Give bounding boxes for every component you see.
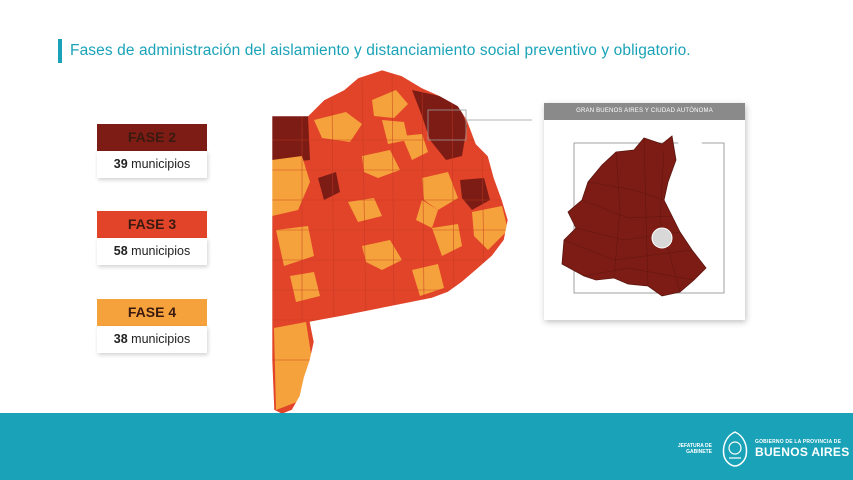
zoom-frame — [427, 109, 467, 141]
legend-fase-4-count: 38 municipios — [97, 326, 207, 353]
district-fase-4 — [422, 172, 458, 210]
district-fase-4 — [402, 134, 428, 160]
legend-fase-3-count: 58 municipios — [97, 238, 207, 265]
legend-fase-3: FASE 3 58 municipios — [97, 211, 207, 265]
province-map — [271, 69, 532, 415]
inset-panel: GRAN BUENOS AIRES Y CIUDAD AUTÓNOMA — [544, 103, 745, 320]
legend-fase-4-unit: municipios — [131, 332, 191, 346]
province-emblem-icon — [722, 431, 748, 467]
district-fase-4 — [276, 226, 314, 266]
river-shape — [676, 130, 704, 156]
district-fase-4 — [274, 322, 312, 410]
province-outline — [271, 69, 509, 415]
legend-fase-3-number: 58 — [113, 244, 128, 258]
district-fase-4 — [348, 198, 382, 222]
legend-fase-4: FASE 4 38 municipios — [97, 299, 207, 353]
footer-gobierno-line1: GOBIERNO DE LA PROVINCIA DE — [755, 439, 842, 445]
legend-fase-2-unit: municipios — [131, 157, 191, 171]
district-fase-2 — [318, 172, 340, 200]
legend-fase-3-label: FASE 3 — [97, 211, 207, 238]
legend-fase-2-label: FASE 2 — [97, 124, 207, 151]
district-fase-4 — [314, 112, 362, 142]
province-districts — [272, 70, 508, 414]
legend-fase-4-label: FASE 4 — [97, 299, 207, 326]
footer-bar: JEFATURA DE GABINETE GOBIERNO DE LA PROV… — [0, 413, 853, 480]
footer-jefatura-line2: GABINETE — [686, 449, 712, 455]
gba-district-borders — [563, 137, 695, 293]
legend-fase-2-number: 39 — [113, 157, 128, 171]
legend-fase-3-unit: municipios — [131, 244, 191, 258]
footer-jefatura: JEFATURA DE GABINETE — [672, 443, 712, 455]
district-fase-4 — [432, 224, 462, 256]
caba-marker — [651, 227, 673, 249]
gba-area — [561, 135, 707, 297]
district-fase-2 — [412, 90, 467, 160]
footer-gobierno: GOBIERNO DE LA PROVINCIA DE BUENOS AIRES — [755, 439, 850, 459]
legend-fase-2-count: 39 municipios — [97, 151, 207, 178]
district-fase-4 — [372, 90, 408, 118]
page-title: Fases de administración del aislamiento … — [70, 42, 691, 59]
district-fase-4 — [416, 200, 438, 228]
legend-fase-2: FASE 2 39 municipios — [97, 124, 207, 178]
district-fase-4 — [382, 120, 408, 144]
inset-map — [561, 130, 725, 297]
district-fase-4 — [272, 156, 310, 216]
inset-title: GRAN BUENOS AIRES Y CIUDAD AUTÓNOMA — [544, 103, 745, 120]
footer-jefatura-line1: JEFATURA DE — [677, 443, 712, 449]
title-accent-bar — [58, 39, 62, 63]
footer-gobierno-line2: BUENOS AIRES — [755, 445, 850, 459]
district-fase-4 — [290, 272, 320, 302]
district-fase-4 — [362, 240, 402, 270]
district-fase-4 — [412, 264, 444, 296]
legend-fase-4-number: 38 — [113, 332, 128, 346]
district-fase-4 — [472, 206, 508, 250]
district-fase-4 — [362, 150, 400, 178]
